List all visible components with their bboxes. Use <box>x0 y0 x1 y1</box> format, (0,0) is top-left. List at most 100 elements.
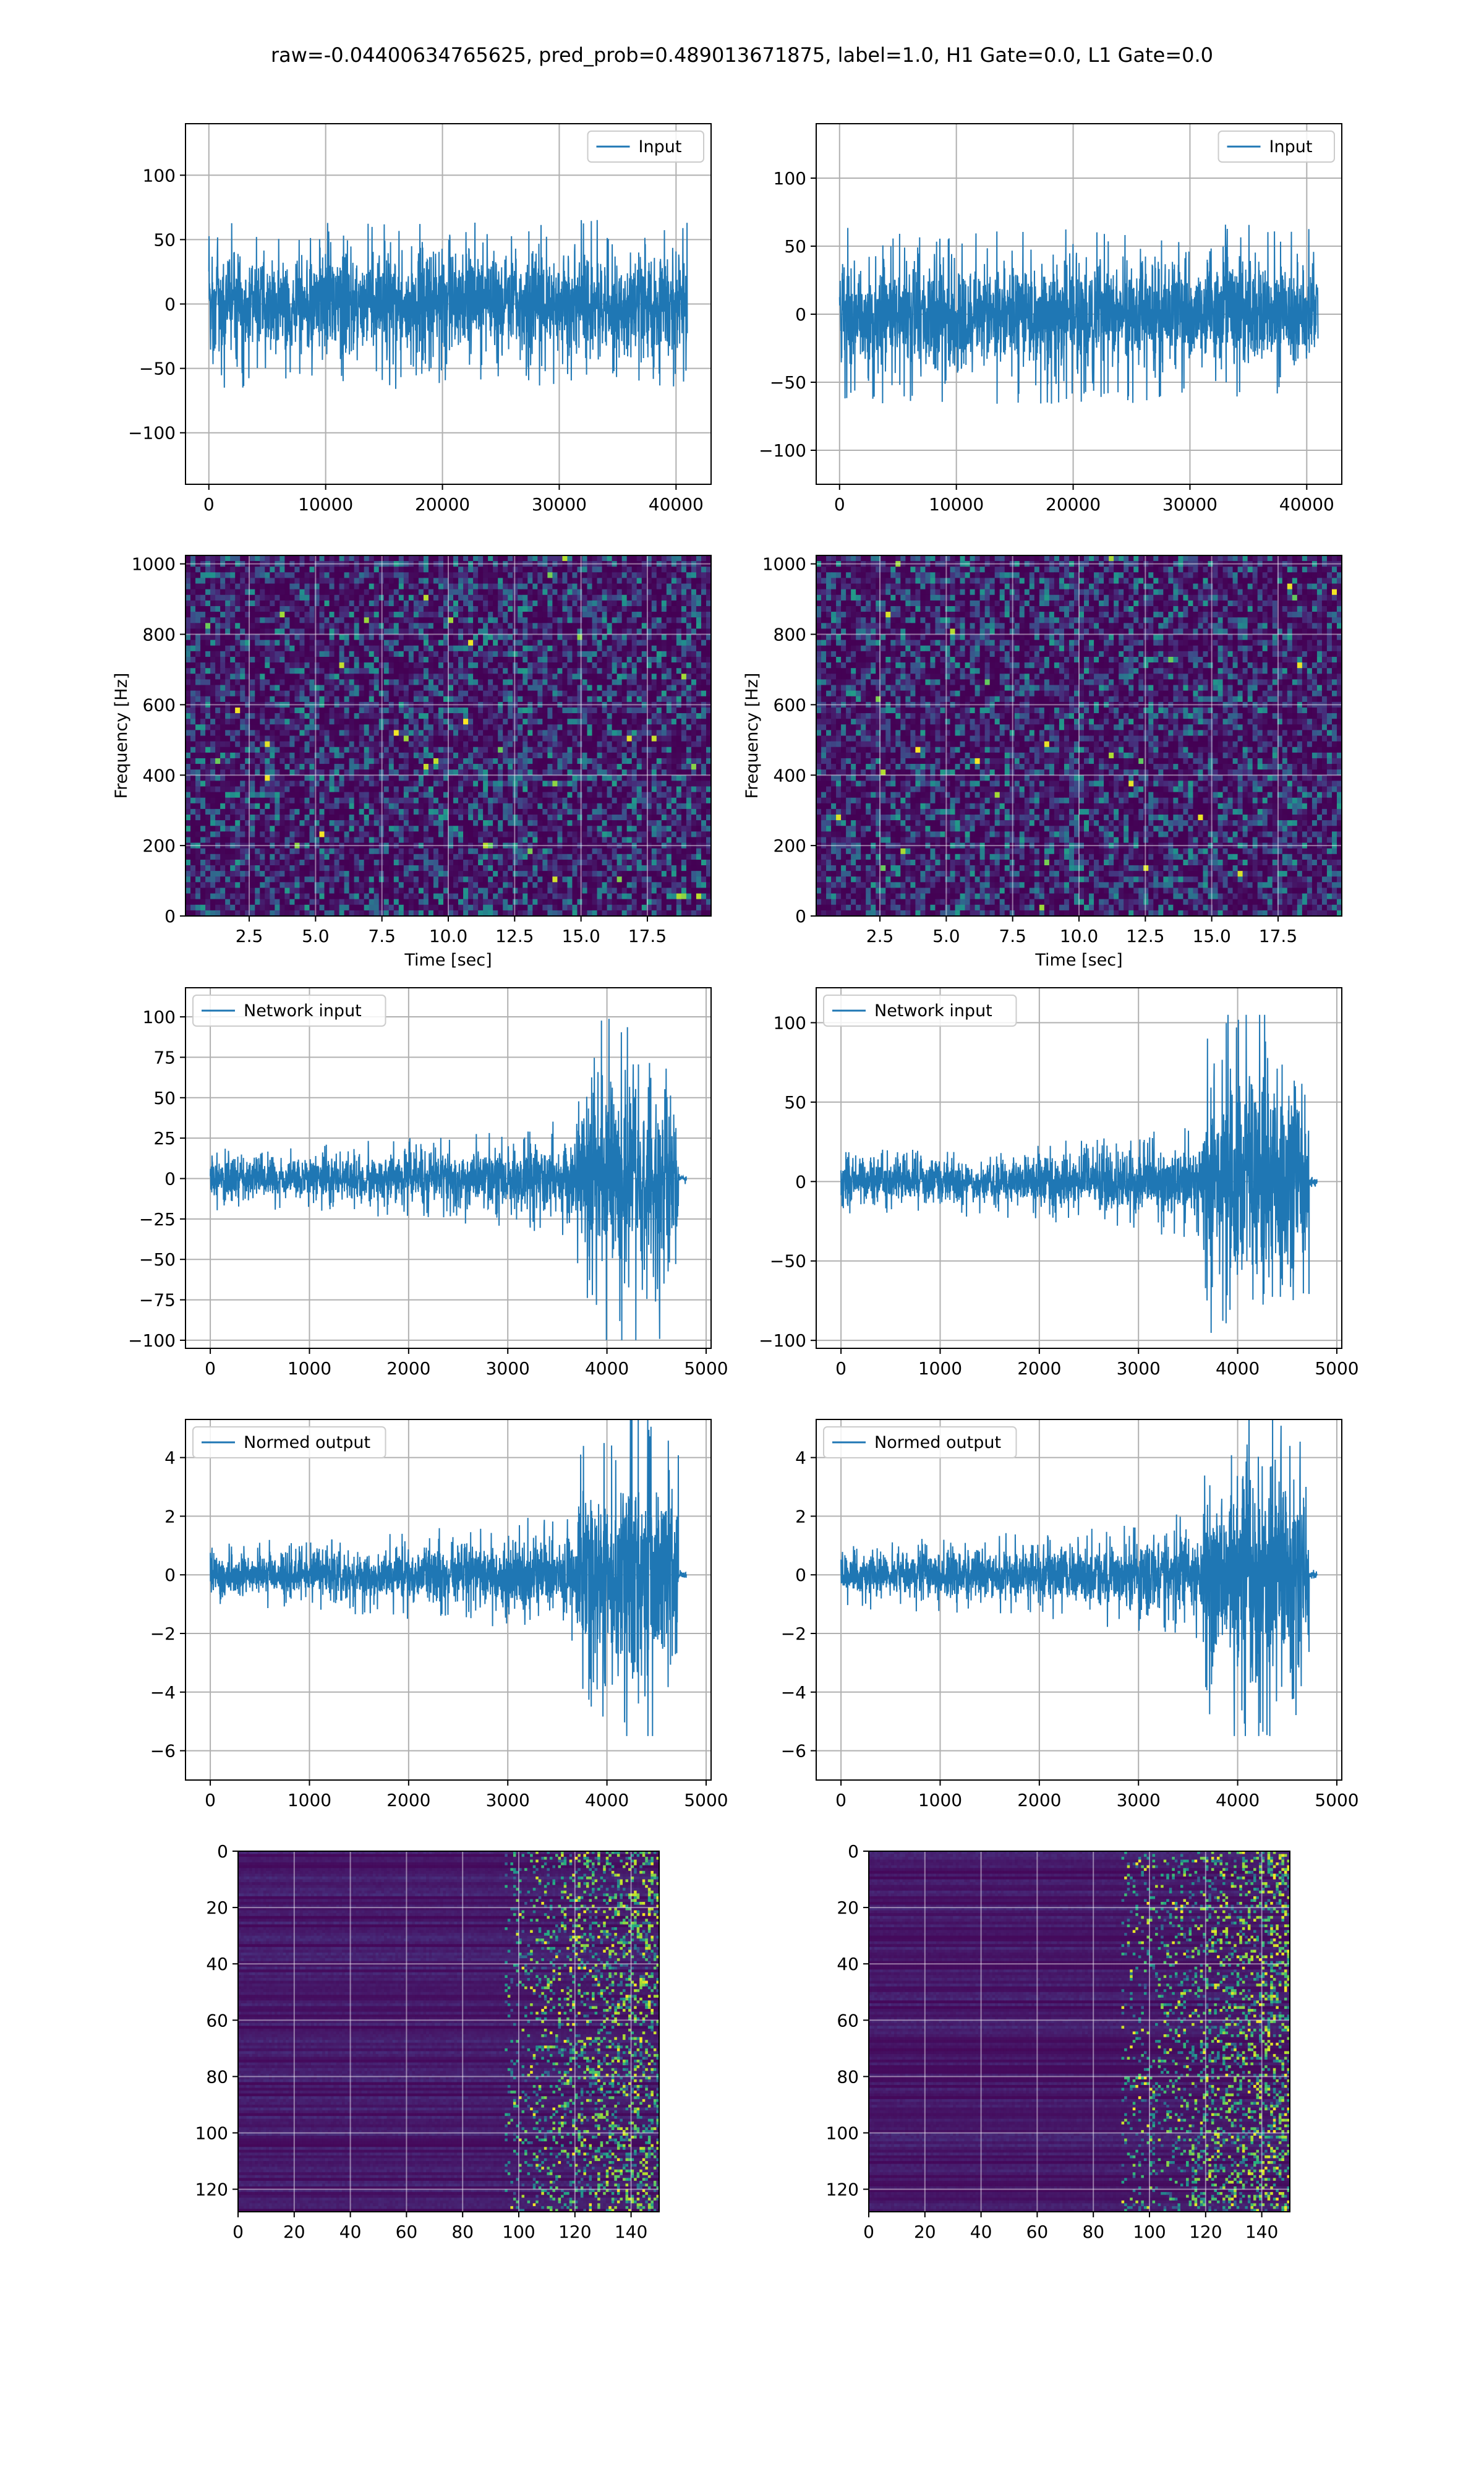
heatmap-cell <box>190 792 196 798</box>
heatmap-cell <box>652 662 657 669</box>
heatmap-cell <box>414 595 419 601</box>
heatmap-cell <box>304 742 310 748</box>
heatmap-cell <box>483 595 488 601</box>
heatmap-cell <box>335 775 340 781</box>
heatmap-cell <box>335 595 340 601</box>
heatmap-cell <box>419 567 424 573</box>
heatmap-cell <box>294 775 300 781</box>
heatmap-cell <box>309 742 315 748</box>
heatmap-cell <box>667 708 672 714</box>
heatmap-cell <box>696 657 702 663</box>
heatmap-cell <box>235 803 241 810</box>
heatmap-cell <box>557 646 563 652</box>
heatmap-cell <box>304 781 310 787</box>
heatmap-cell <box>532 798 538 804</box>
heatmap-cell <box>424 736 429 742</box>
heatmap-cell <box>592 685 598 691</box>
heatmap-cell <box>488 662 493 669</box>
heatmap-cell <box>453 736 459 742</box>
heatmap-cell <box>335 724 340 730</box>
heatmap-cell <box>642 567 647 573</box>
heatmap-cell <box>186 798 191 804</box>
heatmap-cell <box>597 742 603 748</box>
heatmap-cell <box>359 589 365 596</box>
heatmap-cell <box>250 572 255 578</box>
heatmap-cell <box>483 775 488 781</box>
heatmap-cell <box>424 786 429 792</box>
heatmap-cell <box>587 623 593 629</box>
heatmap-cell <box>691 798 697 804</box>
heatmap-cell <box>299 736 305 742</box>
heatmap-cell <box>309 646 315 652</box>
heatmap-cell <box>453 606 459 612</box>
heatmap-cell <box>483 635 488 641</box>
heatmap-cell <box>508 798 513 804</box>
heatmap-cell <box>582 691 588 697</box>
heatmap-cell <box>448 668 454 674</box>
heatmap-cell <box>642 640 647 646</box>
heatmap-cell <box>557 662 563 669</box>
heatmap-cell <box>294 764 300 770</box>
heatmap-cell <box>701 578 707 584</box>
heatmap-cell <box>299 674 305 680</box>
heatmap-cell <box>186 640 191 646</box>
heatmap-cell <box>304 764 310 770</box>
heatmap-cell <box>542 792 548 798</box>
heatmap-cell <box>364 572 370 578</box>
heatmap-cell <box>488 612 493 618</box>
heatmap-cell <box>330 753 335 759</box>
heatmap-cell <box>384 612 390 618</box>
heatmap-cell <box>186 719 191 725</box>
heatmap-cell <box>577 713 582 719</box>
heatmap-cell <box>205 674 211 680</box>
heatmap-cell <box>463 798 469 804</box>
heatmap-cell <box>240 640 245 646</box>
heatmap-cell <box>652 646 657 652</box>
heatmap-cell <box>513 646 518 652</box>
heatmap-cell <box>404 753 409 759</box>
heatmap-cell <box>522 798 528 804</box>
heatmap-cell <box>344 640 350 646</box>
heatmap-cell <box>195 758 201 764</box>
heatmap-cell <box>364 758 370 764</box>
heatmap-cell <box>637 775 642 781</box>
heatmap-cell <box>676 617 682 623</box>
heatmap-cell <box>255 713 260 719</box>
heatmap-cell <box>309 753 315 759</box>
heatmap-cell <box>414 572 419 578</box>
heatmap-cell <box>404 651 409 657</box>
heatmap-cell <box>686 589 692 596</box>
heatmap-cell <box>344 578 350 584</box>
heatmap-cell <box>572 617 578 623</box>
x-tick-label: 40000 <box>1279 494 1334 515</box>
heatmap-cell <box>627 640 633 646</box>
heatmap-cell <box>339 662 345 669</box>
heatmap-cell <box>657 612 662 618</box>
heatmap-cell <box>542 623 548 629</box>
heatmap-cell <box>265 589 270 596</box>
heatmap-cell <box>186 572 191 578</box>
heatmap-cell <box>681 589 687 596</box>
heatmap-cell <box>577 775 582 781</box>
heatmap-cell <box>225 589 231 596</box>
heatmap-cell <box>255 798 260 804</box>
heatmap-cell <box>562 612 568 618</box>
heatmap-cell <box>696 679 702 685</box>
heatmap-cell <box>265 668 270 674</box>
heatmap-cell <box>463 708 469 714</box>
heatmap-cell <box>592 775 598 781</box>
heatmap-cell <box>552 679 558 685</box>
heatmap-cell <box>200 803 206 810</box>
heatmap-cell <box>453 753 459 759</box>
heatmap-cell <box>404 719 409 725</box>
heatmap-cell <box>225 708 231 714</box>
heatmap-cell <box>478 606 484 612</box>
heatmap-cell <box>597 662 603 669</box>
heatmap-cell <box>374 601 380 607</box>
heatmap-cell <box>652 724 657 730</box>
heatmap-cell <box>503 606 508 612</box>
heatmap-cell <box>582 668 588 674</box>
heatmap-cell <box>488 691 493 697</box>
heatmap-cell <box>513 635 518 641</box>
heatmap-cell <box>686 691 692 697</box>
